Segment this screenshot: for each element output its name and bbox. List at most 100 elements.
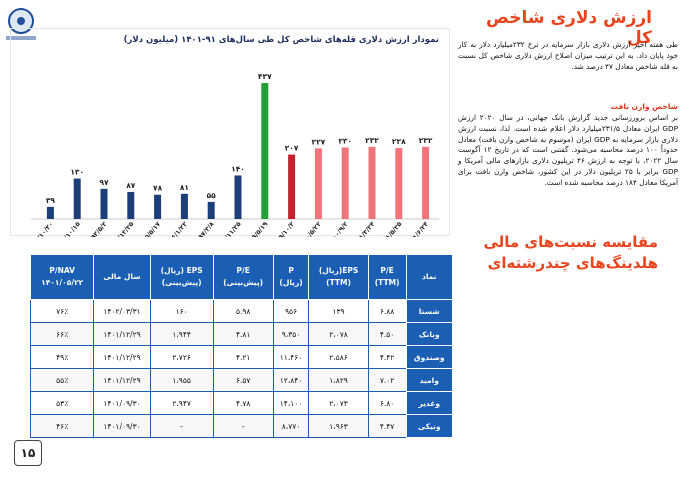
column-header: EPS (ریال) (پیش‌بینی) [149, 254, 214, 300]
x-tick-label: ۱۴۰۱/۶/۲۴ [403, 220, 430, 237]
table-cell: ۱۴۰۱/۱۲/۲۹ [93, 368, 151, 392]
table-cell: ۶.۸۸ [367, 299, 407, 323]
table-cell: - [149, 414, 214, 438]
bar-value-label: ۲۲۷ [312, 137, 326, 146]
row-symbol-cell: وغدیر [405, 391, 453, 415]
column-header: P/E (پیش‌بینی) [212, 254, 274, 300]
bar-value-label: ۸۱ [180, 183, 189, 192]
table-cell: ۶.۸۰ [367, 391, 407, 415]
table-cell: ۴.۴۲ [367, 345, 407, 369]
table-cell: ۵۵٪ [29, 368, 95, 392]
bar-value-label: ۸۷ [126, 181, 136, 190]
chart-bar [234, 175, 242, 219]
table-cell: ۷.۰۲ [367, 368, 407, 392]
chart-bar [395, 148, 403, 219]
x-tick-label: ۹۴/۱۲/۲۵ [111, 220, 136, 237]
table-cell: ۱۳۹ [308, 299, 369, 323]
bar-value-label: ۳۹ [46, 196, 56, 205]
table-cell: ۴.۲۱ [212, 345, 274, 369]
table-row: وبانک ۴.۵۰ ۲،۰۷۸ ۹،۳۵۰ ۴.۸۱ ۱،۹۴۴ ۱۴۰۱/۱۲/۲۹ ۶۶… [29, 322, 453, 346]
table-cell: ۱۴۰۱/۰۹/۳۰ [93, 391, 151, 415]
bar-value-label: ۲۰۷ [285, 144, 299, 153]
table-cell: ۱۱،۴۶۰ [272, 345, 310, 369]
chart-bar [73, 178, 81, 219]
row-symbol-cell: وبانک [405, 322, 453, 346]
column-header: نماد [405, 254, 453, 300]
row-symbol-cell: ونیکی [405, 414, 453, 438]
column-header: P/E (TTM) [367, 254, 407, 300]
text-column: ارزش دلاری شاخص کل طی هفته اخیر ارزش دلا… [456, 0, 682, 240]
table-cell: ۱۶۰ [149, 299, 214, 323]
table-row: ونیکی ۴.۴۷ ۱،۹۶۳ ۸،۷۷۰- -۱۴۰۱/۰۹/۳۰ ۴۶٪ [29, 414, 453, 438]
row-symbol-cell: وامید [405, 368, 453, 392]
column-header: P/NAV ۱۴۰۱/۰۵/۲۲ [29, 254, 95, 300]
table-cell: ۴۹٪ [29, 345, 95, 369]
chart-bar [207, 201, 215, 219]
chart-bar [127, 191, 135, 219]
table-cell: - [212, 414, 274, 438]
company-logo [6, 6, 36, 42]
table-row: شستا ۶.۸۸ ۱۳۹ ۹۵۶ ۵.۹۸ ۱۶۰ ۱۴۰۲/۰۳/۳۱ ۷۶٪ [29, 299, 453, 323]
table-cell: ۱۴۰۱/۰۹/۳۰ [93, 414, 151, 438]
chart-bar [288, 154, 296, 219]
table-cell: ۱،۸۲۹ [308, 368, 369, 392]
table-cell: ۱۴۰۲/۰۳/۳۱ [93, 299, 151, 323]
table-cell: ۹،۳۵۰ [272, 322, 310, 346]
bar-value-label: ۴۳۷ [258, 72, 272, 81]
table-cell: ۷۶٪ [29, 299, 95, 323]
table-cell: ۴.۵۰ [367, 322, 407, 346]
x-tick-label: ۹۵/۵/۱۷ [140, 220, 162, 237]
chart-bar [100, 188, 108, 219]
table-cell: ۶۶٪ [29, 322, 95, 346]
table-cell: ۱۴۰۱/۱۲/۲۹ [93, 322, 151, 346]
table-cell: ۱۴،۱۰۰ [272, 391, 310, 415]
column-header: P (ریال) [272, 254, 310, 300]
table-cell: ۲،۰۷۸ [308, 322, 369, 346]
table-cell: ۵.۹۸ [212, 299, 274, 323]
column-header: سال مالی [93, 254, 151, 300]
bar-value-label: ۲۳۲ [365, 136, 379, 145]
chart-title: نمودار ارزش دلاری قله‌های شاخص کل طی سال… [123, 35, 439, 45]
table-cell: ۶.۵۷ [212, 368, 274, 392]
table-cell: ۴.۷۸ [212, 391, 274, 415]
bar-value-label: ۷۸ [153, 184, 163, 193]
table-cell: ۱۴۰۱/۱۲/۲۹ [93, 345, 151, 369]
x-tick-label: ۹۶/۱/۲۲ [167, 220, 189, 237]
buffett-subtitle: شاخص وارن بافت [610, 102, 679, 111]
table-cell: ۸،۷۷۰ [272, 414, 310, 438]
table-cell: ۴۶٪ [29, 414, 95, 438]
section-title: مقایسه نسبت‌های مالی هلدینگ‌های چندرشته‌… [483, 233, 658, 272]
column-header: EPS(ریال) (TTM) [308, 254, 369, 300]
table-header-row: نماد P/E (TTM) EPS(ریال) (TTM) P (ریال) P/E (پیش… [29, 254, 453, 300]
chart-bar [46, 206, 54, 219]
table-cell: ۲،۷۲۶ [149, 345, 214, 369]
bar-value-label: ۹۷ [99, 178, 109, 187]
bar-value-label: ۵۵ [207, 191, 217, 200]
x-tick-label: ۱۴۰۱/۳/۲۴ [349, 220, 376, 237]
x-tick-label: ۹۸/۱۱/۲۵ [218, 220, 243, 237]
table-cell: ۴.۸۱ [212, 322, 274, 346]
table-cell: ۲،۰۷۳ [308, 391, 369, 415]
table-cell: ۱۲،۸۴۰ [272, 368, 310, 392]
page-title: ارزش دلاری شاخص کل [486, 8, 652, 48]
chart-bar [154, 194, 162, 219]
chart-bar [368, 146, 376, 219]
x-tick-label: ۹۲/۱۰/۱۵ [57, 220, 82, 237]
table-cell: ۴.۴۷ [367, 414, 407, 438]
bar-value-label: ۲۳۰ [338, 136, 352, 145]
table-cell: ۱،۹۴۴ [149, 322, 214, 346]
chart-bar [341, 147, 349, 219]
bar-value-label: ۲۳۲ [419, 136, 433, 145]
bar-chart: ۳۹ ۹۱/۱۰/۳۰ ۱۳۰ ۹۲/۱۰/۱۵ ۹۷ ۹۳/۵/۲ ۸۷ ۹۴/۱۲/۲۵ ۷… [30, 72, 439, 237]
table-row: وغدیر ۶.۸۰ ۲،۰۷۳ ۱۴،۱۰۰ ۴.۷۸ ۲،۹۴۷ ۱۴۰۱/۰۹/۳۰ ۵… [29, 391, 453, 415]
x-tick-label: ۱۴۰۰/۵/۲۲ [296, 220, 323, 237]
chart-bar [180, 193, 188, 219]
bar-value-label: ۱۳۰ [70, 168, 84, 177]
x-tick-label: ۹۷/۳/۸ [196, 220, 215, 237]
table-body: شستا ۶.۸۸ ۱۳۹ ۹۵۶ ۵.۹۸ ۱۶۰ ۱۴۰۲/۰۳/۳۱ ۷۶٪ وبانک ۴… [29, 299, 453, 438]
x-tick-label: ۹۱/۱۰/۳۰ [30, 220, 54, 237]
row-symbol-cell: وصندوق [405, 345, 453, 369]
chart-bar [314, 148, 322, 219]
chart-bar [422, 146, 430, 219]
row-symbol-cell: شستا [405, 299, 453, 323]
